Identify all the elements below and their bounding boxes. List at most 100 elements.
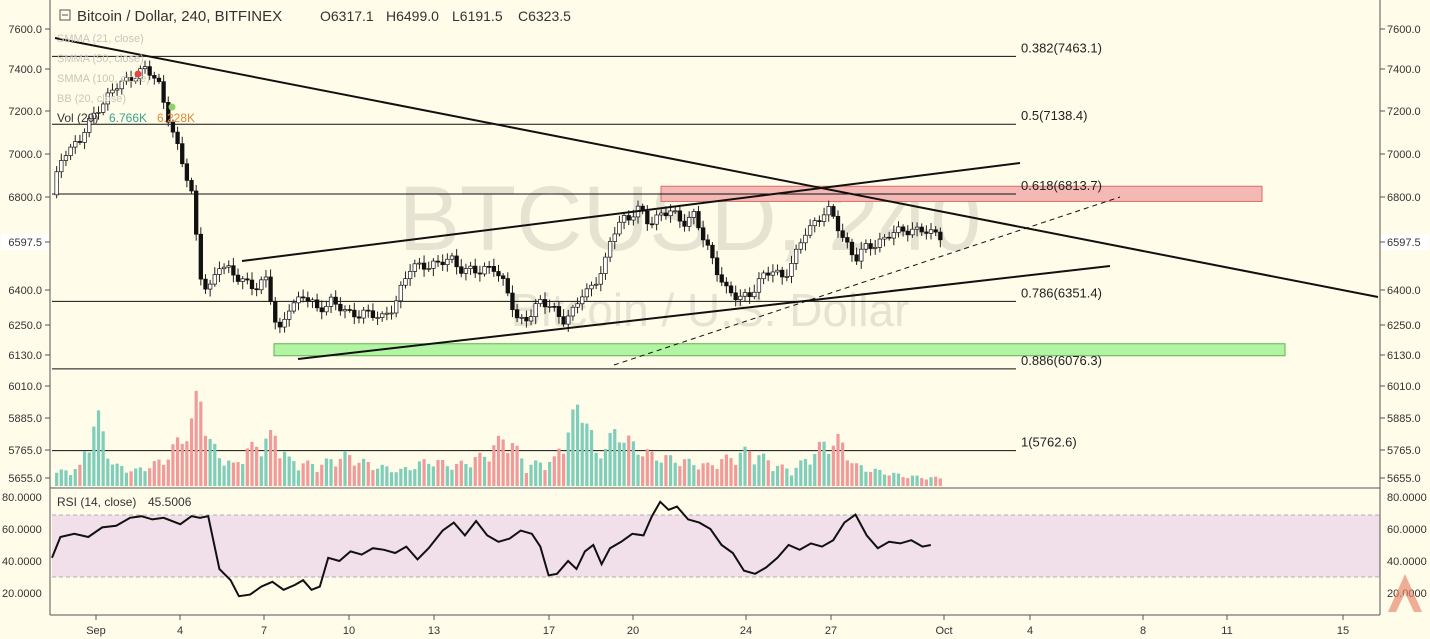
rsi-line[interactable] (51, 500, 931, 598)
dashed-support-line[interactable] (613, 196, 1121, 366)
candle-body[interactable] (101, 103, 106, 113)
candle-body[interactable] (598, 273, 603, 285)
candle-body[interactable] (566, 315, 571, 325)
indicator-smma100[interactable]: SMMA (100, close) (57, 73, 150, 85)
candle-body[interactable] (594, 283, 599, 286)
candle-body[interactable] (710, 244, 715, 259)
candle-body[interactable] (194, 190, 199, 235)
candle-body[interactable] (677, 210, 683, 222)
candle-body[interactable] (668, 210, 673, 217)
candle-body[interactable] (324, 306, 329, 313)
candle-body[interactable] (603, 256, 608, 274)
candle-body[interactable] (291, 302, 296, 312)
candle-body[interactable] (580, 296, 585, 305)
candle-body[interactable] (440, 261, 445, 266)
candle-body[interactable] (575, 303, 580, 308)
candle-body[interactable] (505, 278, 510, 294)
time-axis[interactable]: Sep 4 7 10 13 17 20 24 27 Oct 4 8 11 15 (86, 615, 1349, 637)
candle-body[interactable] (96, 112, 101, 114)
candle-body[interactable] (896, 226, 901, 233)
candle-body[interactable] (924, 231, 929, 234)
candle-body[interactable] (682, 220, 687, 227)
candle-body[interactable] (189, 180, 194, 192)
candle-body[interactable] (417, 262, 422, 265)
candle-body[interactable] (756, 278, 762, 293)
candle-body[interactable] (398, 284, 403, 302)
candle-body[interactable] (524, 316, 529, 322)
candle-body[interactable] (626, 215, 631, 221)
candle-body[interactable] (584, 288, 590, 298)
candle-body[interactable] (407, 271, 413, 280)
candle-body[interactable] (73, 141, 78, 148)
candle-body[interactable] (477, 272, 483, 275)
candle-body[interactable] (347, 309, 352, 311)
candle-body[interactable] (770, 271, 776, 276)
candle-body[interactable] (254, 288, 259, 291)
candle-body[interactable] (389, 312, 394, 315)
candle-body[interactable] (403, 278, 408, 286)
candle-body[interactable] (696, 211, 701, 229)
candle-body[interactable] (817, 220, 822, 222)
candle-body[interactable] (882, 236, 887, 240)
candle-body[interactable] (375, 317, 380, 319)
lower-channel-line[interactable] (297, 265, 1111, 360)
candle-body[interactable] (147, 66, 152, 76)
candle-body[interactable] (91, 112, 97, 119)
candle-body[interactable] (240, 278, 245, 282)
candle-body[interactable] (747, 292, 752, 297)
volume-legend-label[interactable]: Vol (20) (57, 111, 98, 125)
candle-body[interactable] (277, 321, 283, 328)
candle-body[interactable] (752, 291, 757, 297)
candle-body[interactable] (221, 266, 227, 270)
candle-body[interactable] (366, 309, 371, 312)
candle-body[interactable] (738, 295, 743, 300)
candle-body[interactable] (124, 77, 129, 82)
candle-body[interactable] (105, 92, 110, 105)
candle-body[interactable] (849, 241, 855, 256)
candle-body[interactable] (82, 132, 87, 143)
candle-body[interactable] (491, 266, 496, 272)
candle-body[interactable] (519, 316, 524, 319)
collapse-toggle-icon[interactable] (59, 9, 71, 21)
candle-body[interactable] (435, 260, 441, 263)
candle-body[interactable] (663, 212, 669, 217)
candle-body[interactable] (333, 296, 338, 305)
candle-body[interactable] (538, 299, 543, 305)
candle-body[interactable] (840, 230, 845, 238)
candle-body[interactable] (496, 271, 501, 277)
candle-body[interactable] (775, 269, 780, 273)
candle-body[interactable] (510, 292, 515, 311)
candle-body[interactable] (789, 263, 794, 277)
candle-body[interactable] (826, 206, 831, 216)
indicator-smma50[interactable]: SMMA (50, close) (57, 53, 144, 65)
candle-body[interactable] (110, 89, 115, 94)
candle-body[interactable] (449, 255, 455, 260)
support-zone[interactable] (273, 343, 1286, 357)
candle-body[interactable] (705, 239, 710, 246)
candle-body[interactable] (87, 118, 92, 133)
candle-body[interactable] (919, 226, 924, 233)
candle-body[interactable] (212, 274, 217, 285)
candle-body[interactable] (528, 316, 534, 322)
candle-body[interactable] (207, 283, 213, 290)
candle-body[interactable] (556, 306, 562, 317)
upper-channel-line[interactable] (241, 162, 1021, 262)
candle-body[interactable] (426, 268, 431, 270)
candle-body[interactable] (203, 278, 208, 290)
candle-body[interactable] (161, 81, 166, 103)
candle-body[interactable] (431, 260, 436, 269)
candle-body[interactable] (547, 306, 552, 308)
candle-body[interactable] (217, 268, 222, 275)
candle-body[interactable] (119, 80, 124, 90)
candle-body[interactable] (463, 268, 469, 274)
candle-body[interactable] (649, 223, 655, 226)
candle-body[interactable] (621, 215, 627, 223)
candle-body[interactable] (891, 232, 896, 239)
candle-body[interactable] (412, 263, 417, 272)
candle-body[interactable] (645, 210, 650, 225)
indicator-bb[interactable]: BB (20, close) (57, 93, 126, 105)
candle-body[interactable] (873, 247, 878, 249)
candle-body[interactable] (370, 310, 376, 318)
candle-body[interactable] (659, 212, 664, 216)
